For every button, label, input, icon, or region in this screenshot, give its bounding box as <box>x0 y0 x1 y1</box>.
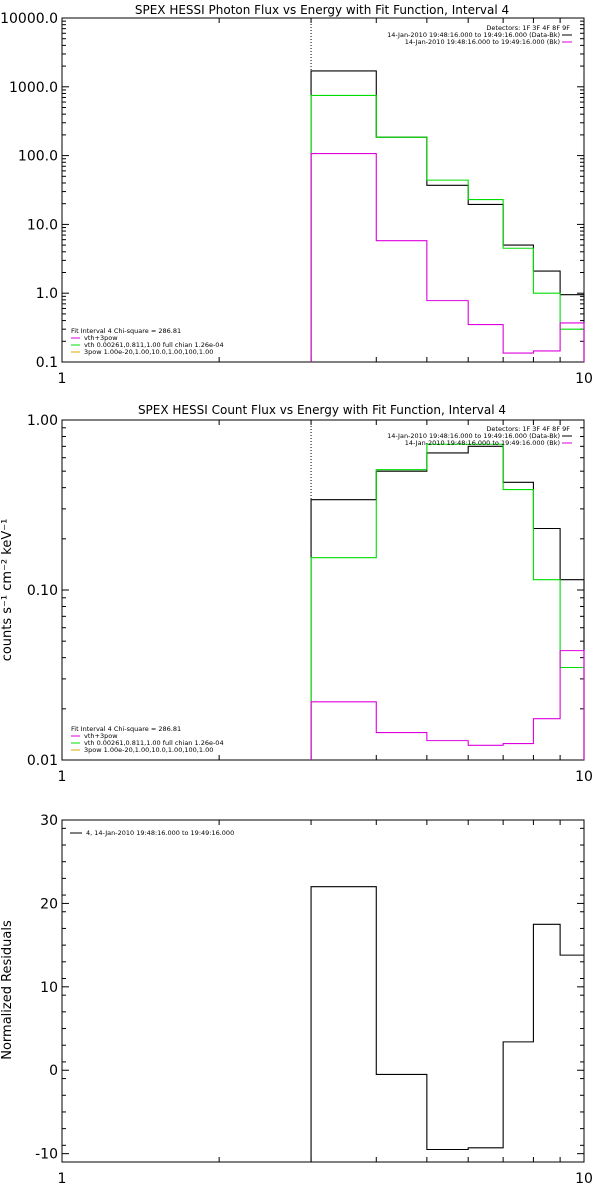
residuals-y-axis-label: Normalized Residuals <box>0 920 15 1060</box>
count-flux-panel: SPEX HESSI Count Flux vs Energy with Fit… <box>0 403 593 785</box>
count-flux-x-tick-label: 10 <box>575 769 593 785</box>
photon-flux-panel: SPEX HESSI Photon Flux vs Energy with Fi… <box>0 3 593 387</box>
legend-data-bk: 14-Jan-2010 19:48:16.000 to 19:49:16.000… <box>387 432 560 440</box>
residuals-y-tick-label: 20 <box>40 896 58 912</box>
photon-flux-series-0 <box>310 70 585 362</box>
count-flux-title: SPEX HESSI Count Flux vs Energy with Fit… <box>138 403 506 417</box>
photon-flux-legend-bottom: Fit Interval 4 Chi-square = 286.81 vth+3… <box>71 327 224 356</box>
count-flux-x-tick-label: 1 <box>58 769 67 785</box>
count-flux-y-tick-label: 0.01 <box>27 753 58 769</box>
legend-3pow: 3pow 1.00e-20,1.00,10.0,1.00,100,1.00 <box>84 746 213 754</box>
legend-bk: 14-Jan-2010 19:48:16.000 to 19:49:16.000… <box>405 439 560 447</box>
residuals-y-tick-label: 0 <box>49 1063 58 1079</box>
photon-flux-legend-top: Detectors: 1F 3F 4F 8F 9F 14-Jan-2010 19… <box>387 24 572 46</box>
photon-flux-title: SPEX HESSI Photon Flux vs Energy with Fi… <box>135 3 509 17</box>
residuals-x-ticks: 1 10 <box>58 820 593 1187</box>
photon-flux-y-tick-label: 10.0 <box>27 217 58 233</box>
photon-flux-series-2 <box>310 153 585 362</box>
residuals-panel: Normalized Residuals -10 0 10 20 30 1 10 4, … <box>0 813 593 1187</box>
photon-flux-y-tick-label: 1000.0 <box>9 80 58 96</box>
count-flux-series-2 <box>310 650 585 760</box>
photon-flux-x-ticks: 1 10 <box>58 18 593 387</box>
legend-3pow: 3pow 1.00e-20,1.00,10.0,1.00,100,1.00 <box>84 348 213 356</box>
residuals-legend: 4, 14-Jan-2010 19:48:16.000 to 19:49:16.… <box>70 829 234 837</box>
count-flux-legend-bottom: Fit Interval 4 Chi-square = 286.81 vth+3… <box>71 725 224 754</box>
count-flux-frame <box>61 419 585 761</box>
residuals-y-tick-label: -10 <box>35 1147 58 1163</box>
count-flux-series <box>310 420 585 760</box>
legend-bk: 14-Jan-2010 19:48:16.000 to 19:49:16.000… <box>405 38 560 46</box>
residuals-y-tick-label: 30 <box>40 813 58 829</box>
residuals-x-tick-label: 1 <box>58 1171 67 1187</box>
legend-detectors: Detectors: 1F 3F 4F 8F 9F <box>486 24 570 32</box>
photon-flux-x-tick-label: 10 <box>575 371 593 387</box>
count-flux-y-tick-label: 0.10 <box>27 583 58 599</box>
legend-vth3pow: vth+3pow <box>84 732 118 740</box>
residuals-y-ticks: -10 0 10 20 30 <box>35 813 584 1163</box>
count-flux-series-0 <box>310 445 585 760</box>
legend-vth3pow: vth+3pow <box>84 334 118 342</box>
count-flux-y-axis-label: counts s⁻¹ cm⁻² keV⁻¹ <box>0 519 15 662</box>
residuals-x-tick-label: 10 <box>575 1171 593 1187</box>
photon-flux-y-tick-label: 1.0 <box>36 286 58 302</box>
photon-flux-y-tick-label: 0.1 <box>36 355 58 371</box>
count-flux-y-tick-label: 1.00 <box>27 413 58 429</box>
photon-flux-frame <box>61 17 585 363</box>
legend-detectors: Detectors: 1F 3F 4F 8F 9F <box>486 425 570 433</box>
legend-fit-interval: Fit Interval 4 Chi-square = 286.81 <box>71 725 181 733</box>
residuals-series <box>310 886 584 1162</box>
legend-data-bk: 14-Jan-2010 19:48:16.000 to 19:49:16.000… <box>387 31 560 39</box>
legend-fit-interval: Fit Interval 4 Chi-square = 286.81 <box>71 327 181 335</box>
legend-residual-interval: 4, 14-Jan-2010 19:48:16.000 to 19:49:16.… <box>86 829 234 837</box>
residuals-series-0 <box>310 886 584 1162</box>
photon-flux-y-tick-label: 10000.0 <box>0 11 58 27</box>
count-flux-series-1 <box>310 443 585 760</box>
photon-flux-series <box>310 18 585 362</box>
count-flux-y-ticks: 0.01 0.10 1.00 <box>27 413 584 769</box>
residuals-y-tick-label: 10 <box>40 980 58 996</box>
photon-flux-y-tick-label: 100.0 <box>18 149 58 165</box>
legend-vth: vth 0.00261,0.811,1.00 full chian 1.26e-… <box>84 739 224 747</box>
residuals-frame <box>61 819 585 1163</box>
photon-flux-x-tick-label: 1 <box>58 371 67 387</box>
legend-vth: vth 0.00261,0.811,1.00 full chian 1.26e-… <box>84 341 224 349</box>
photon-flux-y-ticks: 0.1 1.0 10.0 100.0 1000.0 10000.0 <box>0 11 584 371</box>
count-flux-legend-top: Detectors: 1F 3F 4F 8F 9F 14-Jan-2010 19… <box>387 425 572 447</box>
photon-flux-series-1 <box>310 94 585 362</box>
